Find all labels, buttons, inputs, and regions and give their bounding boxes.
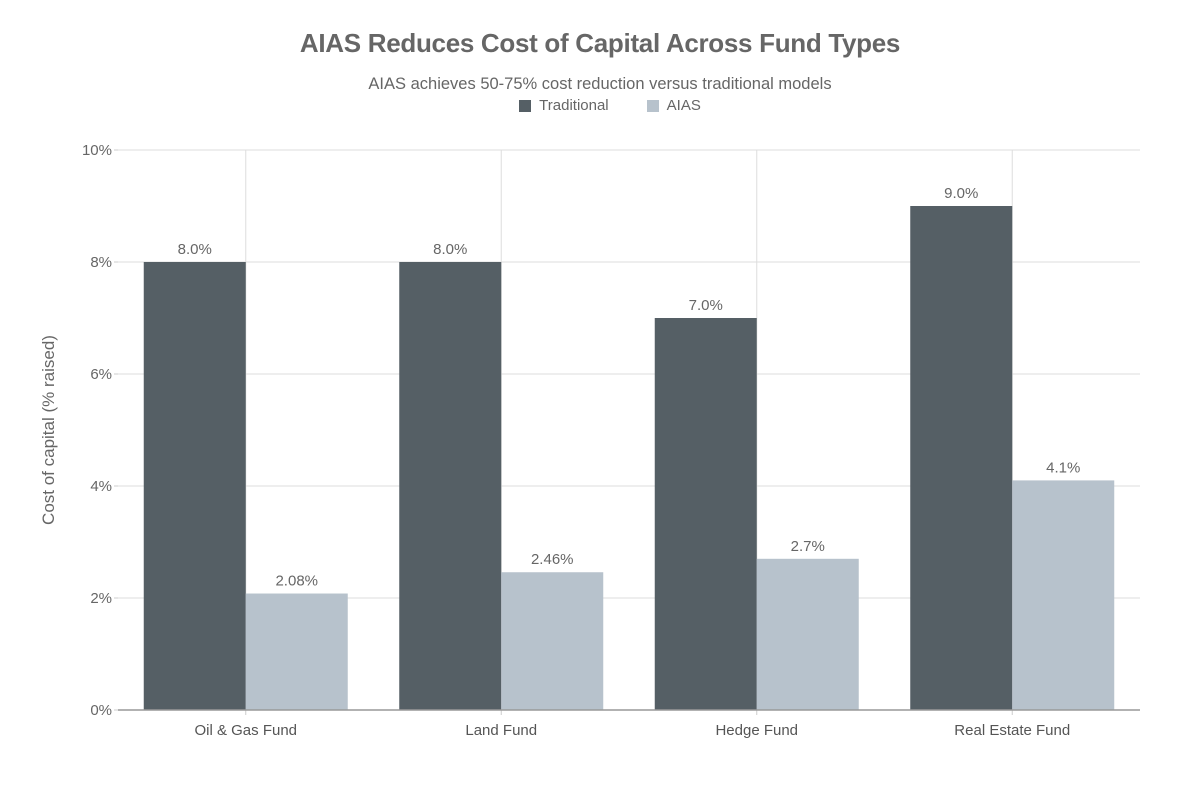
legend-swatch-traditional	[519, 99, 532, 112]
bar-traditional-2[interactable]	[399, 262, 502, 710]
legend-label-traditional: Traditional	[539, 97, 609, 114]
legend-item-traditional[interactable]: Traditional	[519, 97, 609, 114]
bar-traditional-4[interactable]	[910, 206, 1013, 710]
bar-traditional-1[interactable]	[143, 262, 246, 710]
bar-aias-4[interactable]	[1012, 480, 1115, 710]
chart-subtitle: AIAS achieves 50-75% cost reduction vers…	[368, 75, 832, 93]
bar-aias-3[interactable]	[756, 558, 859, 710]
bar-aias-1[interactable]	[245, 593, 348, 710]
data-label-traditional: 9.0%	[944, 185, 978, 202]
x-category-label: Land Fund	[465, 722, 537, 739]
y-tick-label: 6%	[90, 366, 112, 383]
legend-item-aias[interactable]: AIAS	[646, 97, 701, 114]
y-tick-label: 8%	[90, 254, 112, 271]
legend: Traditional AIAS	[0, 97, 1200, 114]
legend-swatch-aias	[646, 99, 659, 112]
y-axis-title: Cost of capital (% raised)	[39, 335, 58, 525]
chart-title: AIAS Reduces Cost of Capital Across Fund…	[299, 28, 901, 58]
x-category-label: Hedge Fund	[715, 722, 798, 739]
data-label-aias: 4.1%	[1046, 459, 1080, 476]
x-category-label: Oil & Gas Fund	[194, 722, 297, 739]
data-label-traditional: 8.0%	[178, 241, 212, 258]
legend-label-aias: AIAS	[666, 97, 701, 114]
y-tick-label: 4%	[90, 478, 112, 495]
y-tick-label: 2%	[90, 590, 112, 607]
y-tick-label: 10%	[82, 142, 112, 159]
data-label-aias: 2.46%	[531, 551, 574, 568]
data-label-aias: 2.7%	[791, 538, 825, 555]
data-label-traditional: 8.0%	[433, 241, 467, 258]
data-label-traditional: 7.0%	[689, 297, 723, 314]
bar-traditional-3[interactable]	[654, 318, 757, 710]
x-category-label: Real Estate Fund	[954, 722, 1070, 739]
bar-aias-2[interactable]	[501, 572, 604, 710]
y-tick-label: 0%	[90, 702, 112, 719]
data-label-aias: 2.08%	[275, 573, 318, 590]
